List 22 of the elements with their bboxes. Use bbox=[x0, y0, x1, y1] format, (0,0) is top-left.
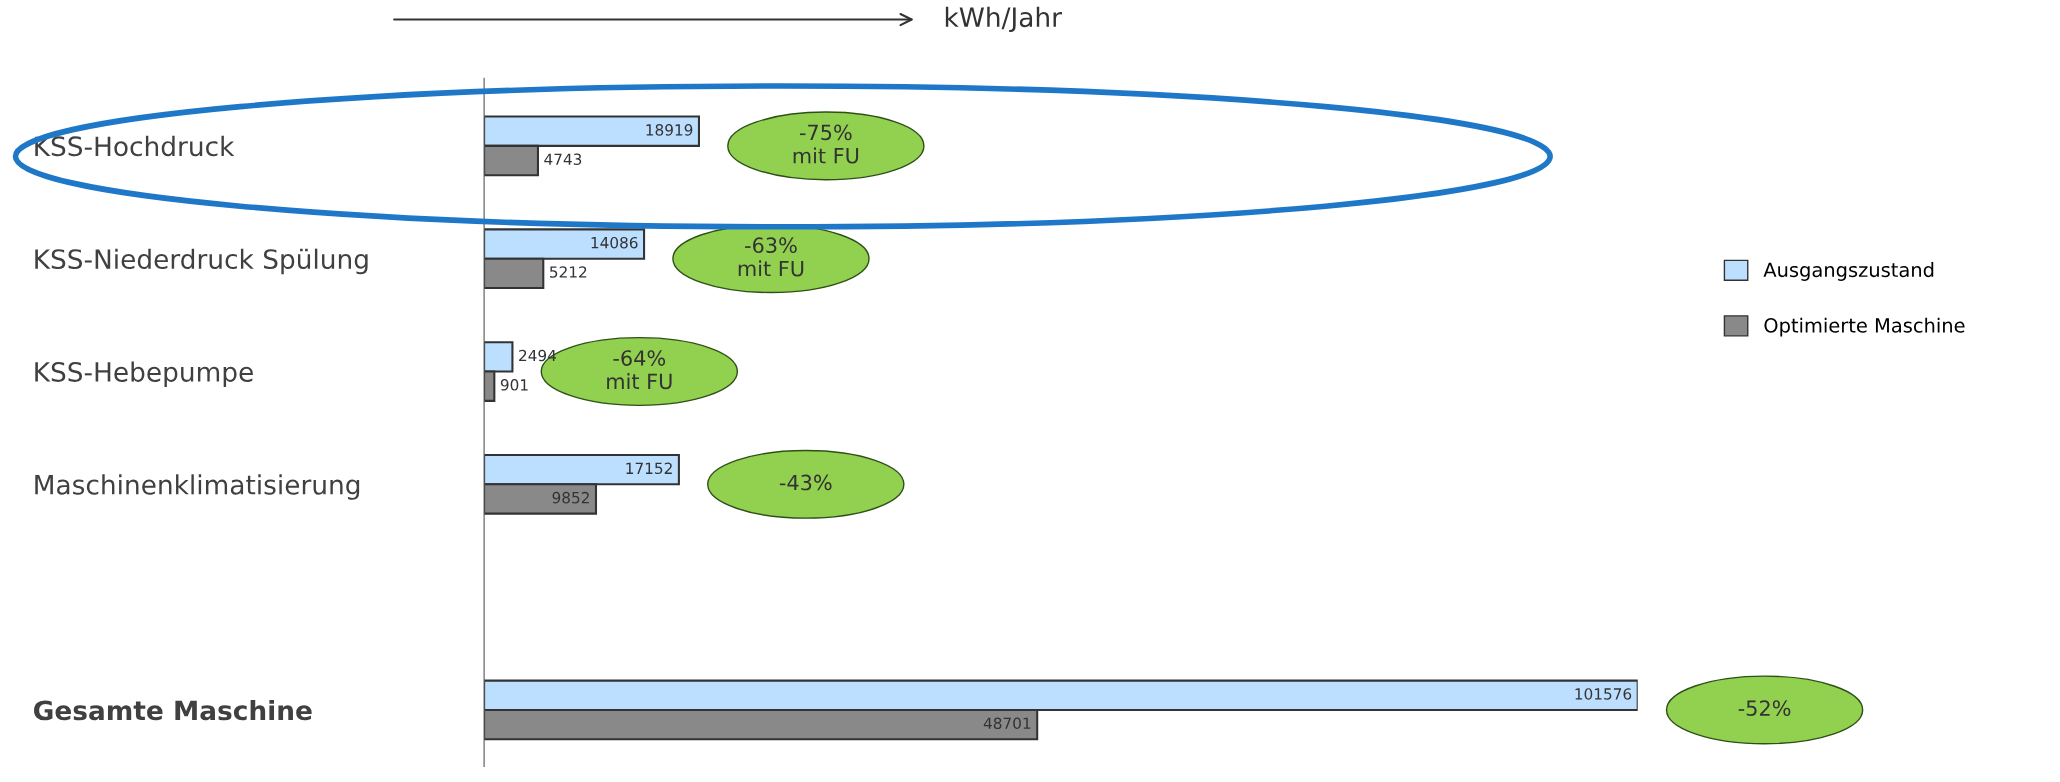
legend-label: Optimierte Maschine bbox=[1764, 317, 1965, 337]
y-tick-label: KSS-Hebepumpe bbox=[35, 361, 253, 388]
data-label: 5212 bbox=[550, 266, 587, 278]
y-tick-label: Gesamte Maschine bbox=[34, 699, 312, 721]
y-tick-label: KSS-Niederdruck Spülung bbox=[35, 248, 368, 275]
annotation: -43% bbox=[779, 474, 832, 491]
y-tick-label: KSS-Hochdruck bbox=[35, 135, 235, 157]
data-label: 17152 bbox=[626, 462, 672, 475]
data-label: 101576 bbox=[1575, 688, 1632, 700]
data-label: 4743 bbox=[544, 153, 582, 165]
annotation: -63% mit FU bbox=[738, 237, 804, 277]
data-label: 9852 bbox=[552, 491, 589, 504]
data-label: 901 bbox=[500, 379, 528, 391]
annotation: -75% mit FU bbox=[793, 124, 859, 164]
annotation: -64% mit FU bbox=[607, 350, 672, 390]
legend-label: Ausgangszustand bbox=[1763, 262, 1934, 281]
x-axis-title: kWh/Jahr bbox=[945, 6, 1062, 33]
text: -52% bbox=[1738, 700, 1791, 716]
data-label: 48701 bbox=[983, 717, 1031, 730]
data-label: 14086 bbox=[591, 236, 638, 249]
y-tick-label: Maschinenklimatisierung bbox=[35, 474, 360, 500]
data-label: 18919 bbox=[646, 124, 693, 136]
